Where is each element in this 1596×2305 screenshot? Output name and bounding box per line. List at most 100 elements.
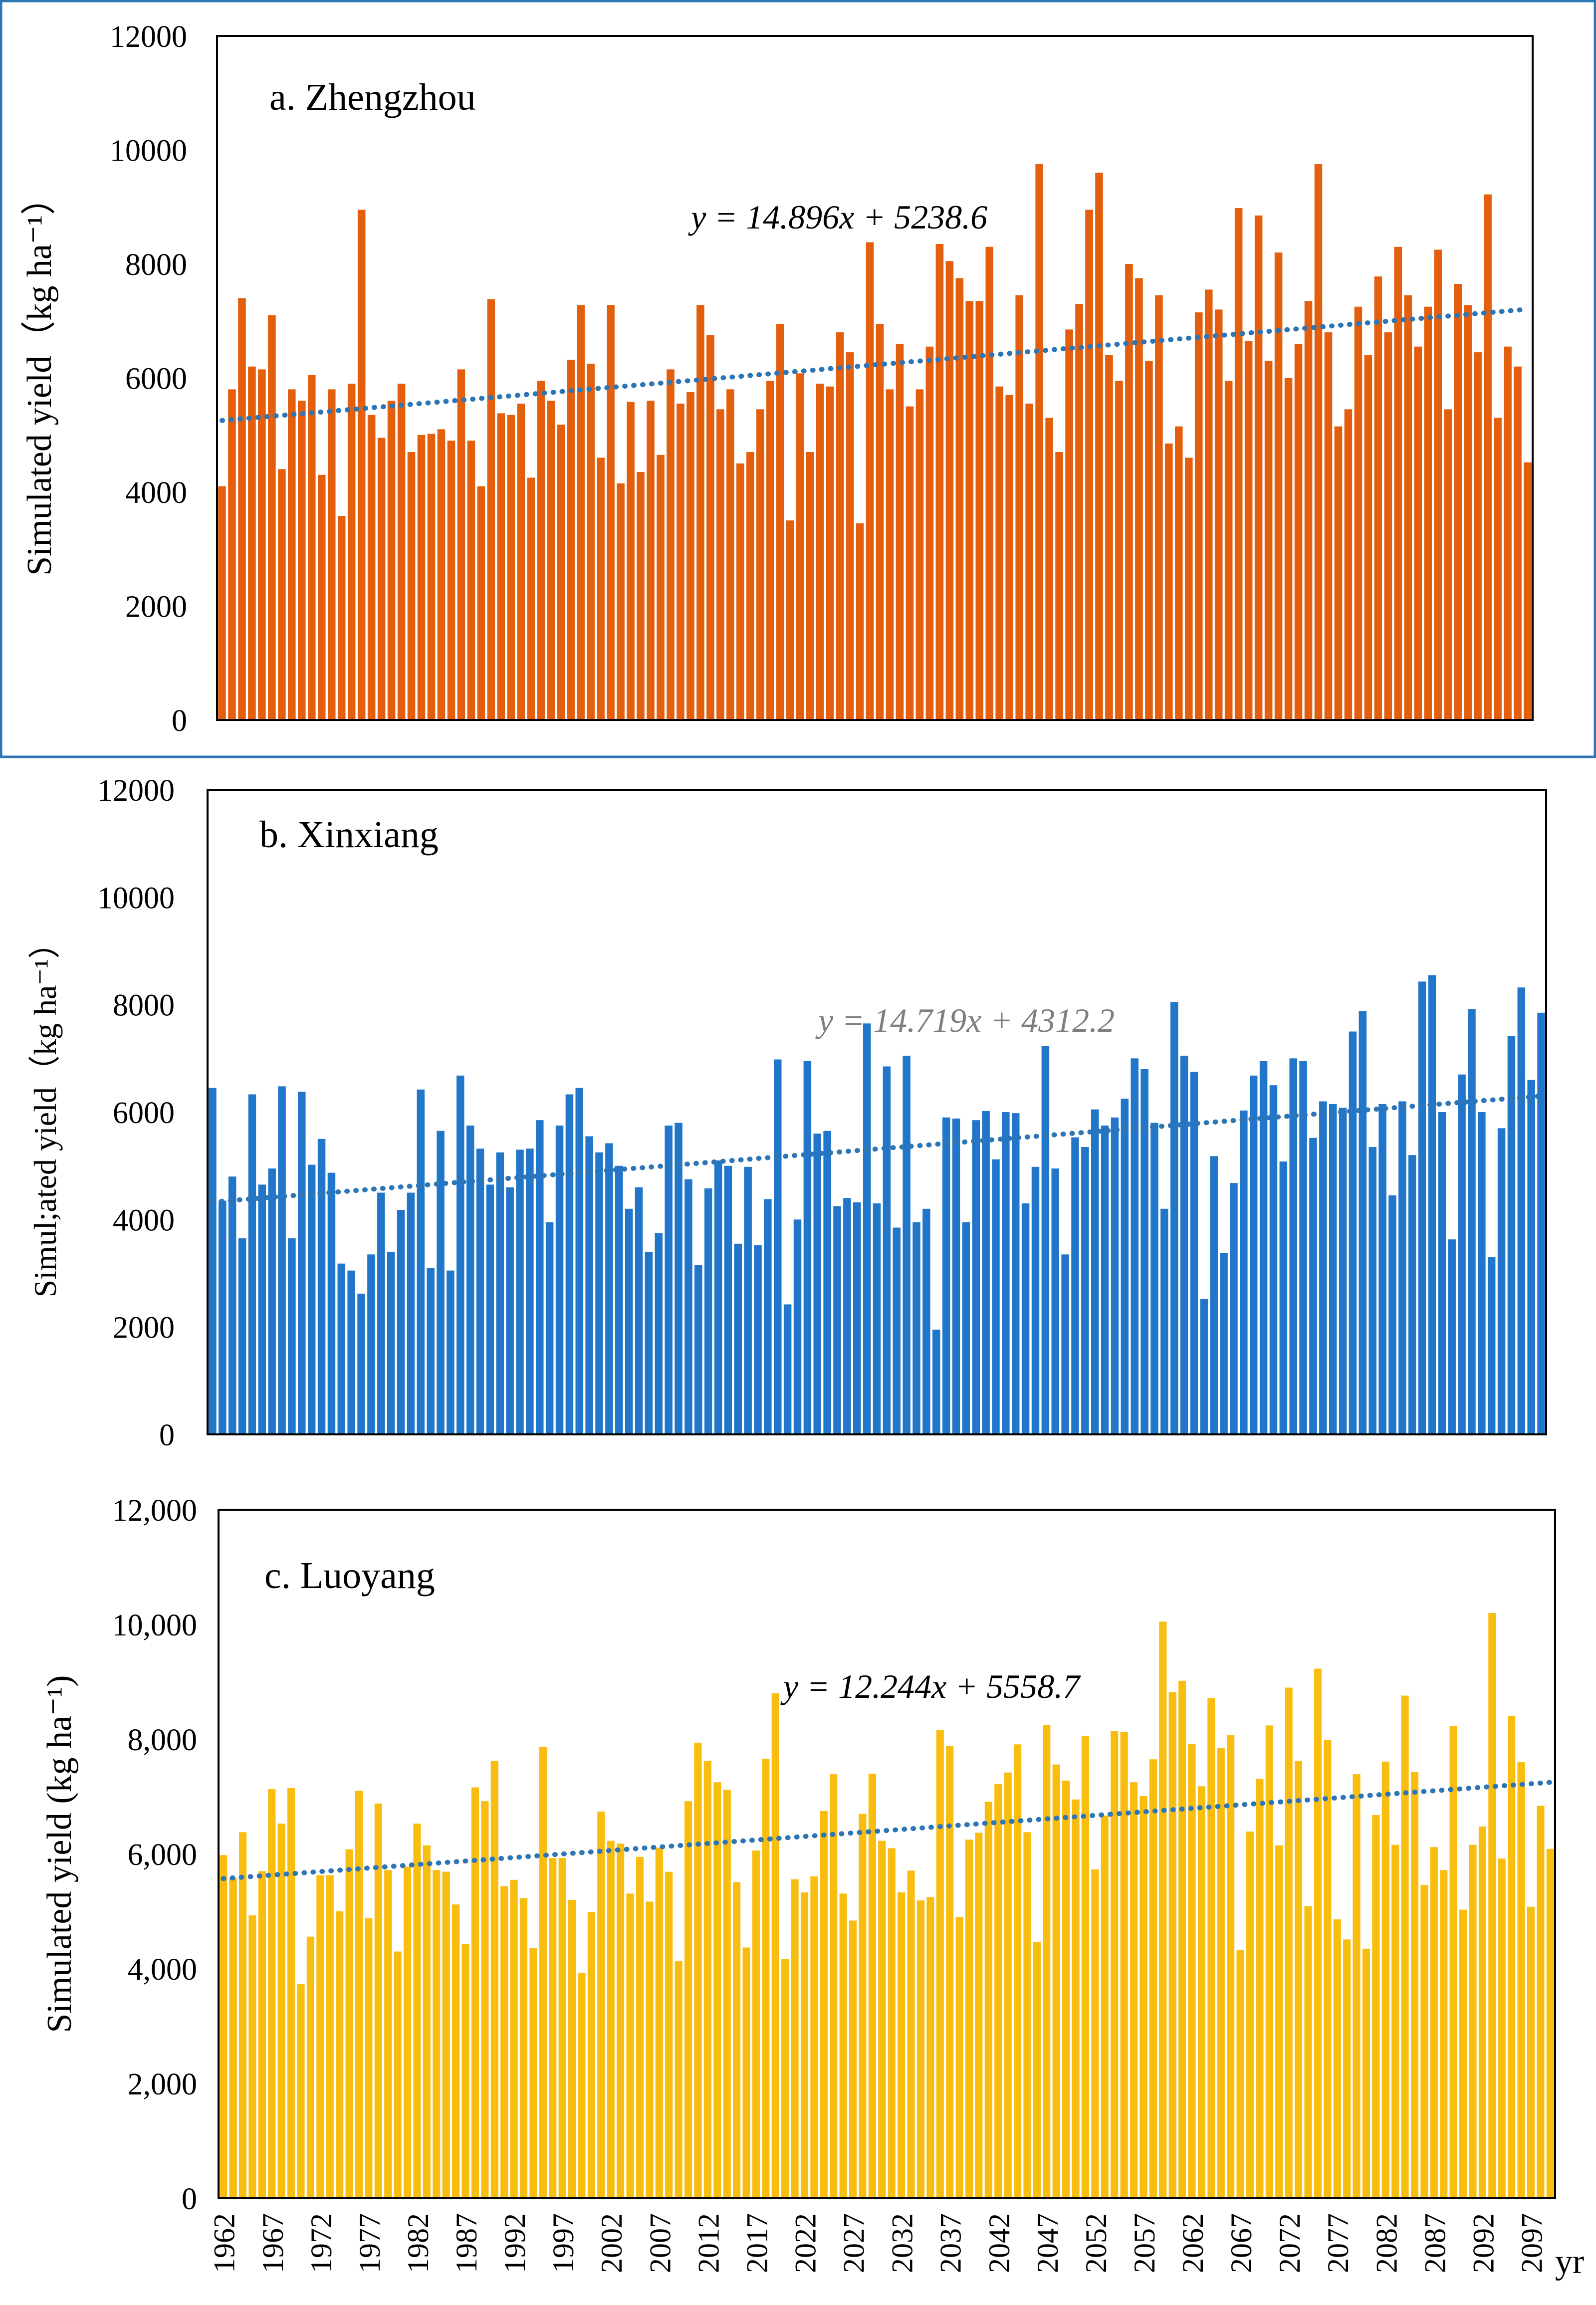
bar-1986: [452, 1904, 460, 2198]
bar-1980: [387, 1251, 395, 1434]
y-tick-label: 10000: [110, 134, 187, 168]
bar-2095: [1508, 1715, 1516, 2198]
y-tick-label: 4000: [125, 476, 187, 510]
bar-1979: [384, 1870, 392, 2198]
bar-2020: [781, 1959, 789, 2198]
bar-2041: [992, 1159, 1000, 1434]
panel-zhengzhou: 0 2000 4000 6000 8000 10000 12000 a. Zhengzhou…: [0, 0, 1596, 758]
bar-2097: [1527, 1906, 1535, 2198]
bar-2016: [742, 1947, 750, 2198]
bar-2036: [936, 1730, 944, 2198]
bar-1996: [557, 425, 565, 720]
bar-2034: [916, 1900, 925, 2198]
bar-2081: [1404, 295, 1412, 720]
bar-1969: [278, 1086, 286, 1434]
bar-2082: [1398, 1101, 1406, 1434]
bar-2085: [1444, 409, 1452, 720]
bar-2088: [1458, 1074, 1466, 1434]
bar-2052: [1115, 381, 1123, 720]
bar-2061: [1204, 289, 1213, 720]
trend-line: [221, 1780, 1553, 1881]
bar-2022: [816, 383, 824, 720]
bar-2075: [1329, 1104, 1337, 1434]
bar-1969: [288, 389, 296, 720]
plot-area: [218, 1509, 1556, 2199]
y-axis-label: Simulated yield（kg ha⁻¹）: [20, 180, 59, 576]
y-tick-label: 4,000: [128, 1953, 198, 1987]
bar-2009: [675, 1961, 683, 2198]
bar-2006: [646, 1901, 654, 2198]
y-tick-label: 12000: [97, 774, 175, 808]
bar-2005: [636, 1856, 644, 2198]
trend-equation: y = 12.244x + 5558.7: [780, 1667, 1081, 1705]
bar-2038: [962, 1222, 970, 1434]
bar-2091: [1487, 1257, 1496, 1434]
x-tick-label: 2052: [1080, 2213, 1113, 2273]
bar-1985: [437, 1131, 445, 1434]
bar-2057: [1140, 1796, 1147, 2198]
bar-2071: [1289, 1058, 1297, 1434]
x-tick-label: 2047: [1031, 2213, 1064, 2273]
bar-2000: [587, 1912, 595, 2198]
bar-1989: [476, 1149, 484, 1434]
bar-2080: [1362, 1948, 1370, 2198]
bar-1985: [442, 1871, 450, 2198]
bar-1974: [336, 1911, 344, 2198]
bar-2028: [876, 323, 884, 720]
bar-1983: [417, 1089, 425, 1434]
bar-2035: [926, 1897, 934, 2198]
bar-2028: [859, 1814, 867, 2198]
bar-1998: [577, 305, 585, 720]
bar-2018: [776, 323, 784, 720]
bar-2045: [1031, 1166, 1040, 1434]
bar-2042: [994, 1784, 1002, 2198]
bar-2059: [1184, 458, 1193, 720]
bar-2024: [836, 332, 844, 720]
bar-2065: [1244, 341, 1253, 720]
bar-1970: [298, 401, 306, 720]
bar-2079: [1353, 1774, 1361, 2198]
bar-1975: [347, 383, 356, 720]
bars-luoyang: [220, 1613, 1554, 2198]
bar-2038: [955, 1917, 963, 2198]
bar-1971: [306, 1936, 314, 2198]
bar-2017: [754, 1245, 762, 1434]
bar-1977: [367, 415, 376, 720]
bar-1990: [486, 1184, 494, 1434]
bar-2027: [849, 1920, 857, 2198]
bar-2071: [1304, 301, 1313, 720]
bar-1966: [258, 1871, 266, 2198]
bar-2058: [1160, 1208, 1168, 1434]
bar-2047: [1051, 1168, 1059, 1434]
bar-2029: [873, 1203, 881, 1434]
bar-2008: [665, 1125, 673, 1434]
trendline-zhengzhou: [219, 306, 1531, 423]
bar-2085: [1410, 1772, 1419, 2198]
bar-2006: [657, 455, 665, 720]
bar-2015: [746, 452, 754, 720]
bar-1981: [403, 1866, 412, 2198]
x-tick-label: 1987: [450, 2213, 483, 2273]
bar-2050: [1095, 173, 1103, 720]
bar-1982: [413, 1824, 421, 2198]
bar-2025: [846, 352, 854, 720]
bar-2046: [1055, 452, 1063, 720]
bar-2037: [952, 1118, 960, 1434]
x-tick-label: 1992: [498, 2213, 531, 2273]
bar-2073: [1309, 1138, 1317, 1434]
bar-2031: [888, 1848, 896, 2198]
bar-1976: [357, 210, 366, 720]
bar-2065: [1217, 1748, 1225, 2198]
bar-2043: [1004, 1772, 1012, 2198]
bar-2030: [878, 1841, 886, 2198]
bar-2078: [1359, 1011, 1367, 1434]
trendline-xinxiang: [210, 1093, 1544, 1205]
bar-2053: [1101, 1815, 1109, 2198]
bar-2094: [1498, 1858, 1506, 2198]
bar-2019: [774, 1059, 782, 1434]
x-tick-label: 2017: [740, 2213, 773, 2273]
bar-2010: [684, 1179, 692, 1434]
bar-1968: [268, 1168, 276, 1434]
bar-1984: [433, 1870, 441, 2198]
bar-2044: [1014, 1744, 1022, 2198]
